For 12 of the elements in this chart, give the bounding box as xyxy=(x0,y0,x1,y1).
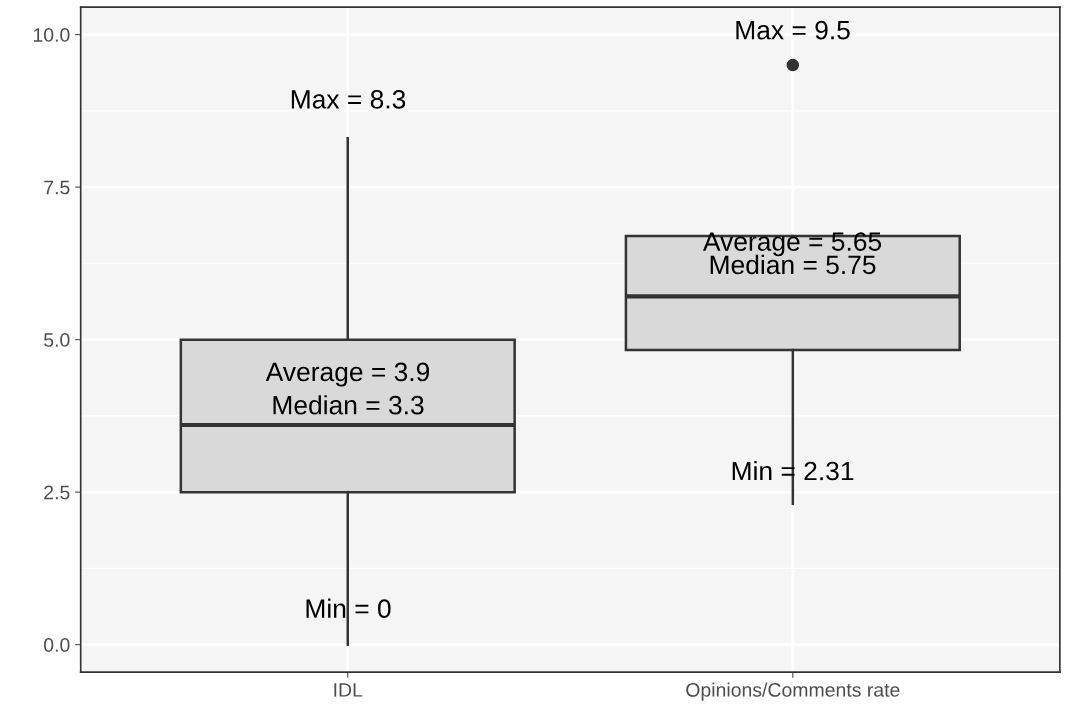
y-tick-label: 2.5 xyxy=(44,485,70,500)
y-tick-label: 7.5 xyxy=(44,180,70,195)
annotation: Average = 3.9 xyxy=(265,362,430,387)
x-tick-label: Opinions/Comments rate xyxy=(686,682,900,701)
y-tick-label: 10.0 xyxy=(33,28,70,42)
x-tick-label: IDL xyxy=(334,683,363,697)
annotation: Max = 8.3 xyxy=(291,89,406,109)
annotation: Max = 9.5 xyxy=(736,20,850,40)
y-tick-label: 0.0 xyxy=(44,638,70,652)
y-tick-label: 5.0 xyxy=(44,333,70,347)
annotation: Median = 3.3 xyxy=(273,395,424,415)
annotation: Min = 0 xyxy=(306,598,391,619)
